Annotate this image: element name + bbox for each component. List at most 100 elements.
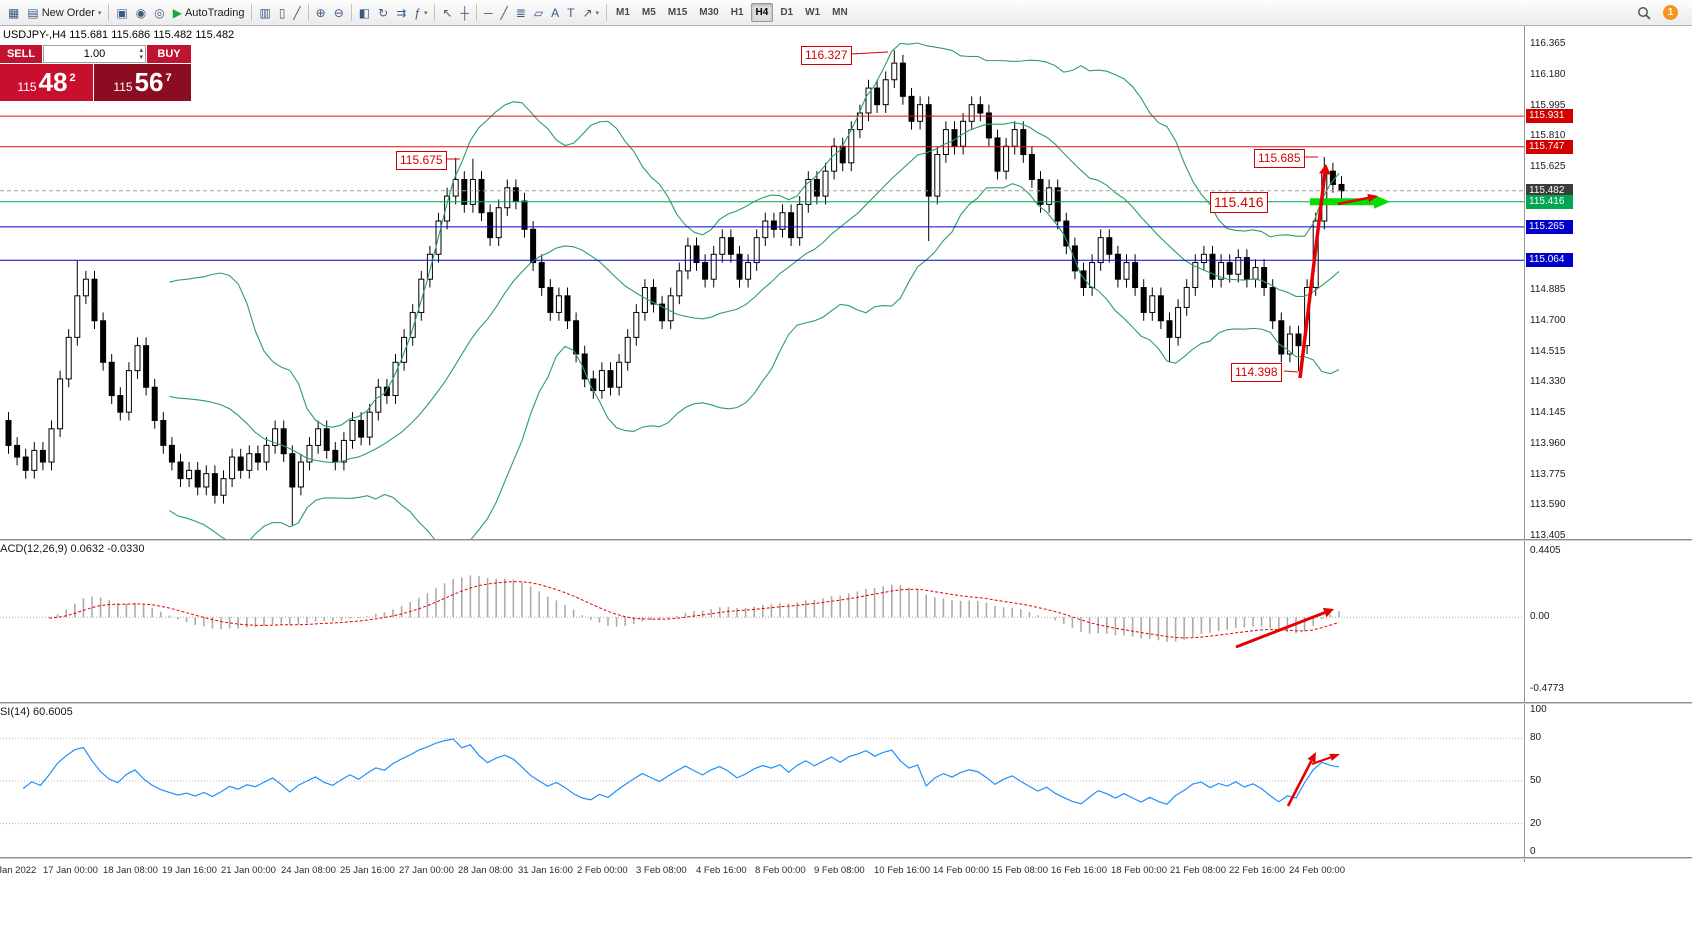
main-price-chart[interactable] [0, 26, 1524, 539]
price-axis[interactable]: 116.365 116.180 115.995 115.810 115.625 115.4… [1524, 26, 1692, 879]
new-chart-icon: ▦ [8, 5, 20, 20]
one-click-price-row: 115 48 2 115 56 7 [0, 64, 191, 101]
rsi-axis-label: 20 [1530, 817, 1542, 829]
price-axis-label: 115.747 [1526, 139, 1573, 154]
chart-shift-button[interactable]: ⇉ [392, 3, 410, 23]
chart-candles-button[interactable]: ▯ [275, 3, 290, 23]
horizontal-line-button[interactable]: ─ [480, 3, 497, 23]
chart-shift-icon: ⇉ [396, 5, 407, 20]
text-button[interactable]: A [547, 3, 563, 23]
panel-separator[interactable] [0, 702, 1692, 704]
volume-spinner[interactable]: ▴ ▾ [139, 47, 143, 61]
chart-bars-button[interactable]: ▥ [255, 3, 274, 23]
price-annotation[interactable]: 115.675 [396, 151, 447, 170]
timeframe-button-M1[interactable]: M1 [616, 7, 630, 18]
new-chart-button[interactable]: ▦ [4, 3, 23, 23]
volume-field[interactable]: 1.00 ▴ ▾ [43, 45, 146, 63]
trend-arrow[interactable] [1298, 173, 1327, 379]
trend-arrow-head [1322, 607, 1334, 618]
crosshair-button[interactable]: ┼ [457, 3, 474, 23]
zoom-out-button[interactable]: ⊖ [330, 3, 348, 23]
chart-window: USDJPY-,H4 115.681 115.686 115.482 115.4… [0, 26, 1692, 943]
zoom-in-button[interactable]: ⊕ [312, 3, 330, 23]
price-annotation[interactable]: 116.327 [801, 46, 852, 65]
price-axis-label: 115.931 [1526, 109, 1573, 124]
annotation-lead [850, 51, 889, 55]
trend-arrow[interactable] [1337, 196, 1369, 206]
sell-tab[interactable]: SELL [0, 45, 42, 63]
trend-arrow[interactable] [1286, 760, 1313, 807]
arrows-button[interactable]: ↗ ▾ [578, 3, 603, 23]
buy-tab[interactable]: BUY [147, 45, 191, 63]
rsi-axis-label: 0 [1530, 846, 1536, 857]
price-axis-tick: 113.405 [1530, 530, 1566, 541]
macd-axis-label: 0.00 [1530, 611, 1550, 623]
auto-scroll-button[interactable]: ↻ [374, 3, 392, 23]
indicators-icon: ƒ [414, 5, 421, 20]
tile-windows-button[interactable]: ◧ [355, 3, 374, 23]
community-button[interactable]: ◎ [150, 3, 168, 23]
caret-down-icon: ▾ [97, 9, 102, 17]
price-axis-tick: 114.145 [1530, 407, 1566, 418]
trend-arrow-head [1318, 164, 1331, 175]
trendline-button[interactable]: ╱ [497, 3, 512, 23]
panel-separator[interactable] [0, 857, 1692, 859]
macd-axis-label: -0.4773 [1530, 683, 1564, 694]
profiles-button[interactable]: ◉ [132, 3, 150, 23]
auto-scroll-icon: ↻ [378, 5, 389, 20]
price-annotation[interactable]: 115.416 [1210, 192, 1268, 213]
autotrading-button[interactable]: ▶ AutoTrading [169, 3, 249, 23]
sell-price-point: 2 [69, 72, 76, 84]
volume-up-icon[interactable]: ▴ [139, 47, 143, 54]
panel-separator[interactable] [0, 539, 1692, 541]
time-axis-label: 19 Jan 16:00 [162, 865, 217, 876]
chart-line-button[interactable]: ╱ [289, 3, 304, 23]
metaeditor-button[interactable]: ▣ [112, 3, 131, 23]
arrows-icon: ↗ [582, 5, 593, 20]
timeframe-button-H4[interactable]: H4 [750, 3, 774, 22]
horizontal-line-icon: ─ [484, 5, 493, 20]
one-click-trading-widget: SELL 1.00 ▴ ▾ BUY 115 48 2 115 56 7 [0, 45, 191, 101]
trend-arrow[interactable] [1235, 611, 1326, 649]
timeframe-button-M5[interactable]: M5 [641, 7, 656, 18]
toolbar-right: 1 [1633, 3, 1688, 23]
timeframe-button-H1[interactable]: H1 [730, 7, 744, 18]
trendline-icon: ╱ [500, 5, 508, 20]
buy-button[interactable]: 115 56 7 [94, 64, 191, 101]
search-button[interactable] [1633, 3, 1655, 23]
autotrading-label: AutoTrading [184, 6, 245, 19]
community-icon: ◎ [154, 5, 165, 20]
time-axis-label: 21 Feb 08:00 [1170, 865, 1226, 876]
sell-button[interactable]: 115 48 2 [0, 64, 93, 101]
notification-badge[interactable]: 1 [1663, 5, 1678, 20]
time-axis-label: 21 Jan 00:00 [221, 865, 276, 876]
macd-panel[interactable] [0, 541, 1524, 702]
time-axis-label: 16 Feb 16:00 [1051, 865, 1107, 876]
bollinger-band [169, 42, 1340, 428]
volume-down-icon[interactable]: ▾ [139, 54, 143, 61]
timeframe-button-MN[interactable]: MN [832, 7, 848, 18]
text-label-button[interactable]: T [563, 3, 578, 23]
fibonacci-button[interactable]: ≣ [512, 3, 530, 23]
rsi-axis-label: 100 [1530, 704, 1547, 715]
time-axis[interactable]: 14 Jan 2022 17 Jan 00:00 18 Jan 08:00 19 Ja… [0, 862, 1692, 882]
metaeditor-icon: ▣ [116, 5, 128, 20]
price-axis-tick: 113.775 [1530, 468, 1566, 480]
indicators-button[interactable]: ƒ ▾ [410, 3, 431, 23]
timeframe-button-M30[interactable]: M30 [699, 7, 719, 18]
timeframe-button-W1[interactable]: W1 [805, 7, 821, 18]
timeframe-button-M15[interactable]: M15 [667, 7, 688, 18]
timeframe-button-D1[interactable]: D1 [780, 7, 794, 18]
price-annotation[interactable]: 114.398 [1231, 363, 1282, 382]
rsi-panel[interactable] [0, 704, 1524, 857]
bollinger-band [169, 121, 1340, 464]
new-order-button[interactable]: ▤ New Order ▾ [23, 3, 105, 23]
channel-button[interactable]: ▱ [530, 3, 547, 23]
chart-title: USDJPY-,H4 115.681 115.686 115.482 115.4… [3, 29, 235, 41]
trend-arrow[interactable] [1311, 756, 1331, 766]
new-order-icon: ▤ [27, 5, 39, 20]
price-annotation[interactable]: 115.685 [1254, 149, 1305, 168]
cursor-button[interactable]: ↖ [438, 3, 456, 23]
toolbar-separator [108, 4, 110, 21]
search-icon [1638, 6, 1651, 20]
